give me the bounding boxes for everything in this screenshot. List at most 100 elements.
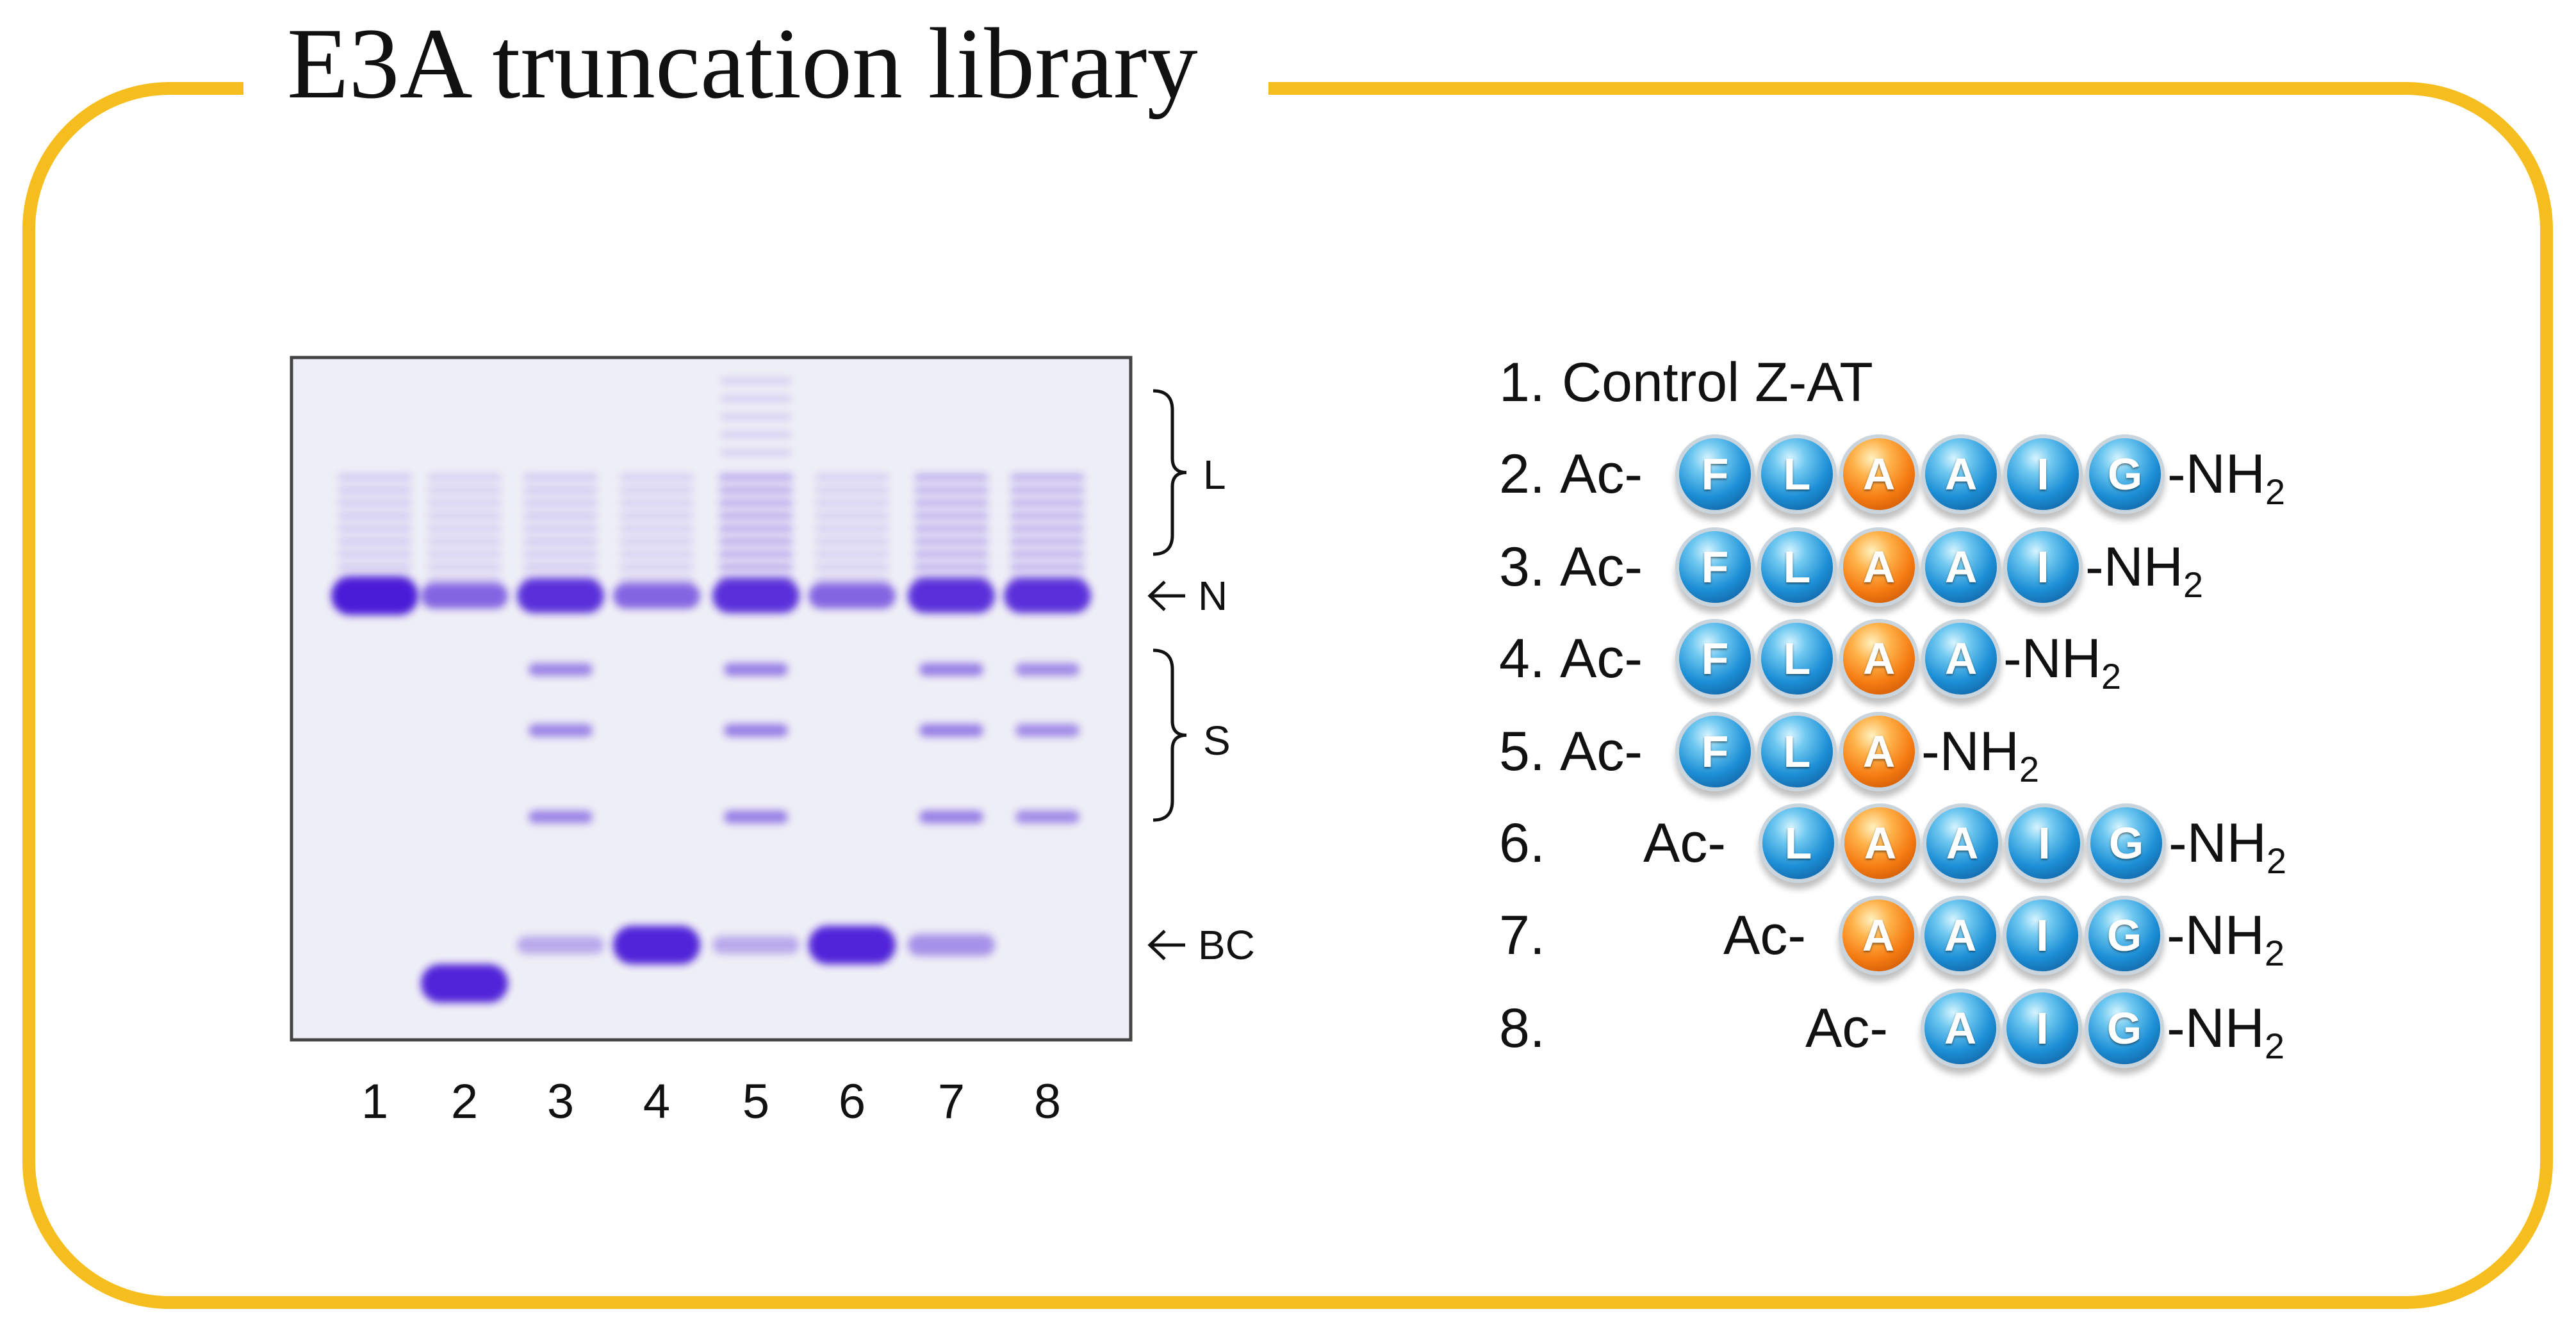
arrow-left-icon xyxy=(1147,580,1185,611)
residue-icon-g: G xyxy=(2085,989,2164,1068)
gel-band-s-lane-5 xyxy=(724,663,788,823)
peptide-prefix: Ac- xyxy=(1560,536,1643,598)
peptide-row-2: 2. Ac- F L A A I G -NH2 xyxy=(0,429,2498,519)
gel-band-l-lane-8 xyxy=(1010,474,1085,583)
residue-letter: I xyxy=(2036,910,2049,960)
residue-icon-g: G xyxy=(2087,803,2166,883)
residue-letter: L xyxy=(1783,727,1811,777)
bracket-icon xyxy=(1153,648,1187,822)
residue-letter: L xyxy=(1783,542,1811,592)
gel-marker-n: N xyxy=(1147,573,1227,619)
residue-icon-f: F xyxy=(1675,712,1755,791)
residue-letter: I xyxy=(2037,449,2049,499)
peptide-prefix: Ac- xyxy=(1560,443,1643,505)
gel-band-n-lane-1 xyxy=(331,577,418,615)
suffix-subscript: 2 xyxy=(2183,564,2204,605)
residue-icon-a: A xyxy=(1921,896,2000,975)
gel-band-n-lane-3 xyxy=(517,579,604,613)
gel-band-s-lane-8 xyxy=(1015,663,1079,823)
suffix-subscript: 2 xyxy=(2265,472,2286,512)
residue-letter: A xyxy=(1864,818,1897,868)
gel-band-n-lane-5 xyxy=(712,579,800,613)
residue-icon-l: L xyxy=(1757,527,1837,607)
residue-icon-f: F xyxy=(1675,619,1755,698)
peptide-number: 3. xyxy=(1499,536,1545,598)
gel-band-l-lane-6 xyxy=(815,474,889,583)
residue-letter: A xyxy=(1946,818,1979,868)
peptide-row-3: 3. Ac- F L A A I -NH2 xyxy=(0,522,2498,612)
residue-letter: A xyxy=(1862,910,1895,960)
residue-icon-i: I xyxy=(2003,896,2082,975)
residue-icon-a: A xyxy=(1921,527,2001,607)
lane-label-5: 5 xyxy=(742,1074,769,1129)
gel-band-n-lane-2 xyxy=(421,583,508,609)
residue-icon-a: A xyxy=(1841,803,1920,883)
lane-label-4: 4 xyxy=(643,1074,670,1129)
peptide-row-5: 5. Ac- F L A -NH2 xyxy=(0,707,2498,796)
suffix-subscript: 2 xyxy=(2101,656,2122,696)
suffix-text: -NH xyxy=(2167,998,2265,1059)
peptide-number: 5. xyxy=(1499,721,1545,782)
residue-icon-a: A xyxy=(1839,619,1919,698)
gel-band-bc-lane-4 xyxy=(613,926,700,964)
gel-marker-label: N xyxy=(1198,573,1227,619)
gel-band-s-lane-7 xyxy=(919,663,983,823)
gel-lane-labels: 1 2 3 4 5 6 7 8 xyxy=(361,1074,1061,1129)
residue-icon-a: A xyxy=(1839,434,1919,514)
residue-letter: F xyxy=(1701,634,1729,684)
residue-icon-l: L xyxy=(1759,803,1838,883)
gel-marker-label: BC xyxy=(1198,922,1255,968)
lane-label-2: 2 xyxy=(451,1074,478,1129)
arrow-left-icon xyxy=(1147,930,1185,960)
peptide-name: Control Z-AT xyxy=(1562,352,1873,413)
gel-band-bc-lane-2 xyxy=(421,964,508,1003)
lane-label-7: 7 xyxy=(938,1074,965,1129)
gel-band-bc-lane-6 xyxy=(808,926,896,964)
gel-band-l-lane-2 xyxy=(427,474,502,583)
residue-letter: I xyxy=(2037,542,2049,592)
peptide-prefix: Ac- xyxy=(1643,812,1726,874)
residue-icon-l: L xyxy=(1757,434,1837,514)
peptide-suffix: -NH2 xyxy=(2085,522,2203,612)
lane-label-3: 3 xyxy=(547,1074,574,1129)
suffix-text: -NH xyxy=(2085,536,2183,598)
residue-icon-a: A xyxy=(1839,527,1919,607)
residue-letter: A xyxy=(1944,910,1977,960)
residue-icon-a: A xyxy=(1839,712,1919,791)
residue-icon-f: F xyxy=(1675,434,1755,514)
residue-letter: A xyxy=(1944,542,1978,592)
residue-icon-i: I xyxy=(2003,989,2082,1068)
gel-marker-l: L xyxy=(1153,389,1226,556)
gel-band-n-lane-6 xyxy=(808,583,896,609)
gel-band-n-lane-8 xyxy=(1004,579,1091,613)
gel-marker-s: S xyxy=(1153,648,1231,822)
peptide-row-7: 7. Ac- A A I G -NH2 xyxy=(0,891,2498,980)
suffix-subscript: 2 xyxy=(2019,749,2040,789)
residue-icon-a: A xyxy=(1921,619,2001,698)
gel-bands xyxy=(331,378,1091,1003)
gel-background xyxy=(290,356,1133,1042)
page-title: E3A truncation library xyxy=(287,8,1198,120)
suffix-text: -NH xyxy=(1921,721,2019,782)
residue-icon-a: A xyxy=(1923,803,2002,883)
peptide-suffix: -NH2 xyxy=(2169,798,2286,888)
gel-band-l-lane-3 xyxy=(523,474,598,583)
peptide-prefix: Ac- xyxy=(1805,998,1888,1059)
lane-label-1: 1 xyxy=(361,1074,388,1129)
residue-icon-i: I xyxy=(2003,527,2083,607)
residue-icon-g: G xyxy=(2085,896,2164,975)
gel-band-s-lane-3 xyxy=(529,663,593,823)
peptide-number: 4. xyxy=(1499,628,1545,689)
peptide-prefix: Ac- xyxy=(1560,628,1643,689)
residue-icon-i: I xyxy=(2005,803,2084,883)
gel-marker-label: S xyxy=(1203,718,1231,764)
residue-letter: A xyxy=(1862,634,1896,684)
residue-icon-f: F xyxy=(1675,527,1755,607)
peptide-prefix: Ac- xyxy=(1723,905,1806,966)
residue-icon-g: G xyxy=(2085,434,2165,514)
gel-band-l-lane-4 xyxy=(619,474,694,583)
gel-band-n-lane-4 xyxy=(613,583,700,609)
gel-markers: L N S BC xyxy=(1147,389,1255,968)
peptide-number: 7. xyxy=(1499,905,1545,966)
residue-letter: A xyxy=(1944,449,1978,499)
